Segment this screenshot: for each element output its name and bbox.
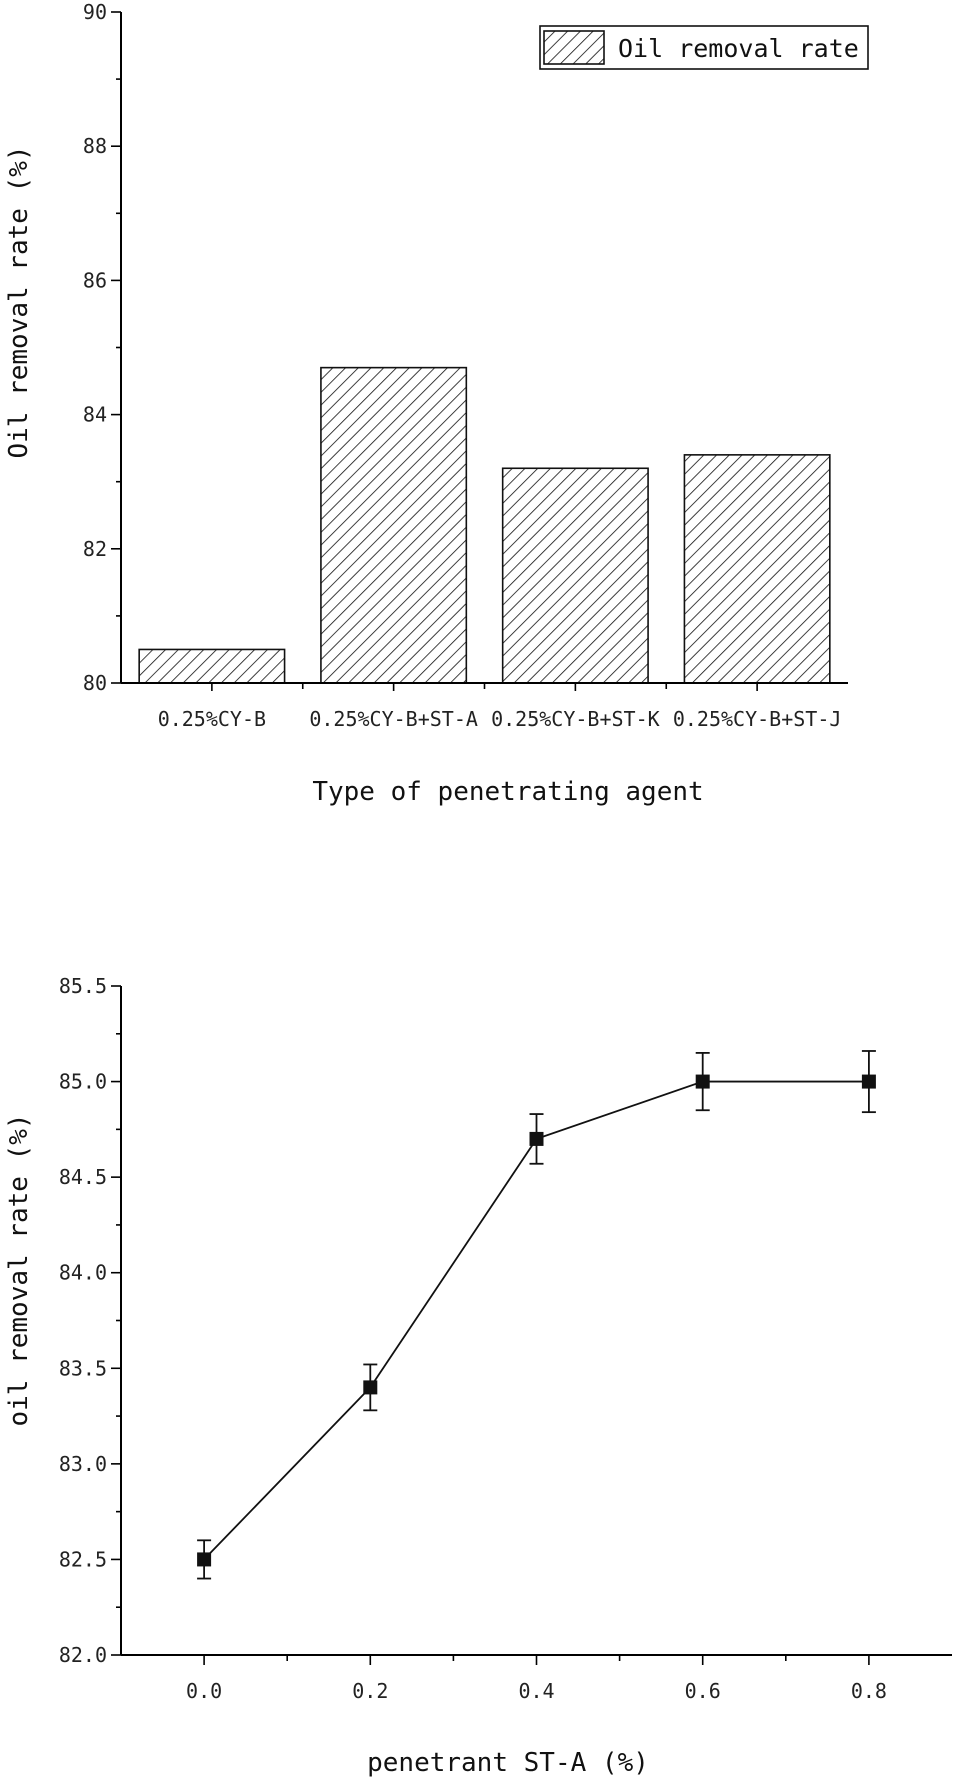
y-tick-label: 88 [83,134,107,158]
data-point [197,1552,212,1567]
bar-chart-bars [138,366,831,684]
y-tick-label: 84.5 [59,1165,107,1189]
y-tick-label: 86 [83,268,107,292]
x-tick-label: 0.4 [518,1679,554,1703]
line-chart-y-ticks: 82.0 82.5 83.0 83.5 84.0 84.5 85.0 85.5 [59,974,121,1667]
bar [501,467,649,684]
bar-chart-x-axis-title: Type of penetrating agent [312,777,703,807]
y-tick-label: 85.5 [59,974,107,998]
y-tick-label: 83.0 [59,1452,107,1476]
x-tick-label: 0.25%CY-B [158,707,266,731]
y-tick-label: 90 [83,0,107,24]
bar [683,454,831,684]
x-tick-label: 0.6 [685,1679,721,1703]
y-tick-label: 84.0 [59,1261,107,1285]
line-chart: 82.082.583.083.584.084.585.085.5 0.0 0.2 0… [4,974,952,1778]
bar-chart-x-ticks: 0.25%CY-B 0.25%CY-B+ST-A 0.25%CY-B+ST-K 0.2… [158,683,842,731]
bar-chart-y-ticks: 80 82 84 86 88 90 [83,0,121,695]
x-tick-label: 0.0 [186,1679,222,1703]
line-chart-x-axis-title: penetrant ST-A (%) [367,1748,649,1778]
y-tick-label: 80 [83,671,107,695]
bar [138,648,286,684]
legend-label: Oil removal rate [618,34,859,63]
y-tick-label: 84 [83,403,107,427]
data-point [529,1131,544,1146]
bar-chart-legend: Oil removal rate [539,25,869,70]
y-tick-label: 82.5 [59,1547,107,1571]
x-tick-label: 0.25%CY-B+ST-K [491,707,660,731]
x-tick-label: 0.8 [851,1679,887,1703]
legend-swatch [543,30,605,65]
y-tick-label: 85.0 [59,1070,107,1094]
y-tick-label: 83.5 [59,1356,107,1380]
data-point [695,1074,710,1089]
x-tick-label: 0.25%CY-B+ST-A [309,707,478,731]
bar-chart-y-axis-title: Oil removal rate (%) [4,145,34,458]
y-tick-label: 82 [83,537,107,561]
line-chart-x-ticks: 0.0 0.2 0.4 0.6 0.8 [186,1655,887,1703]
data-point [861,1074,876,1089]
x-tick-label: 0.2 [352,1679,388,1703]
x-tick-label: 0.25%CY-B+ST-J [673,707,842,731]
line-chart-y-axis-title: oil removal rate (%) [4,1113,34,1426]
line-chart-series [197,1050,876,1580]
y-tick-label: 82.0 [59,1643,107,1667]
data-point [363,1380,378,1395]
bar [320,366,468,684]
